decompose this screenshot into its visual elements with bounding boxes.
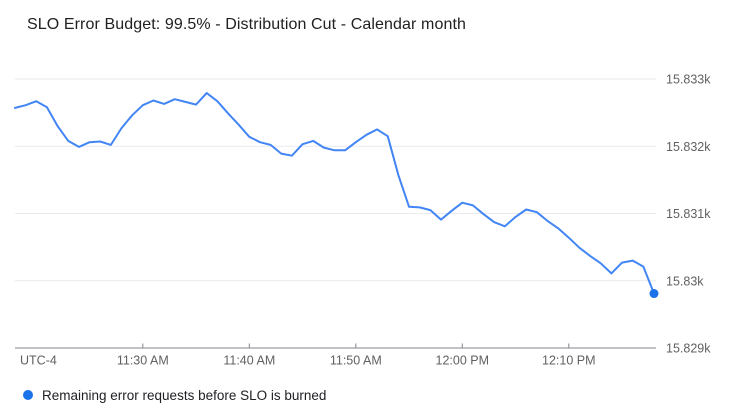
y-axis-tick-label: 15.83k (666, 274, 704, 288)
series-line (14, 92, 655, 295)
y-axis-tick-label: 15.829k (666, 342, 711, 356)
legend-label: Remaining error requests before SLO is b… (42, 387, 327, 403)
y-axis-tick-label: 15.831k (666, 207, 711, 221)
y-axis-tick-label: 15.832k (666, 140, 711, 154)
latest-point-marker (649, 289, 659, 299)
x-axis-tick-label: 12:10 PM (542, 354, 596, 368)
legend-item[interactable]: Remaining error requests before SLO is b… (23, 387, 326, 403)
x-axis-tick-label: 11:30 AM (117, 354, 169, 368)
x-axis-tick-label: 11:40 AM (223, 354, 275, 368)
timezone-label: UTC-4 (20, 354, 57, 368)
x-axis-tick-label: 11:50 AM (330, 354, 382, 368)
legend-series-dot-icon (23, 390, 33, 400)
y-axis-tick-label: 15.833k (666, 73, 711, 87)
x-axis-tick-label: 12:00 PM (436, 354, 490, 368)
chart-title: SLO Error Budget: 99.5% - Distribution C… (27, 16, 466, 33)
